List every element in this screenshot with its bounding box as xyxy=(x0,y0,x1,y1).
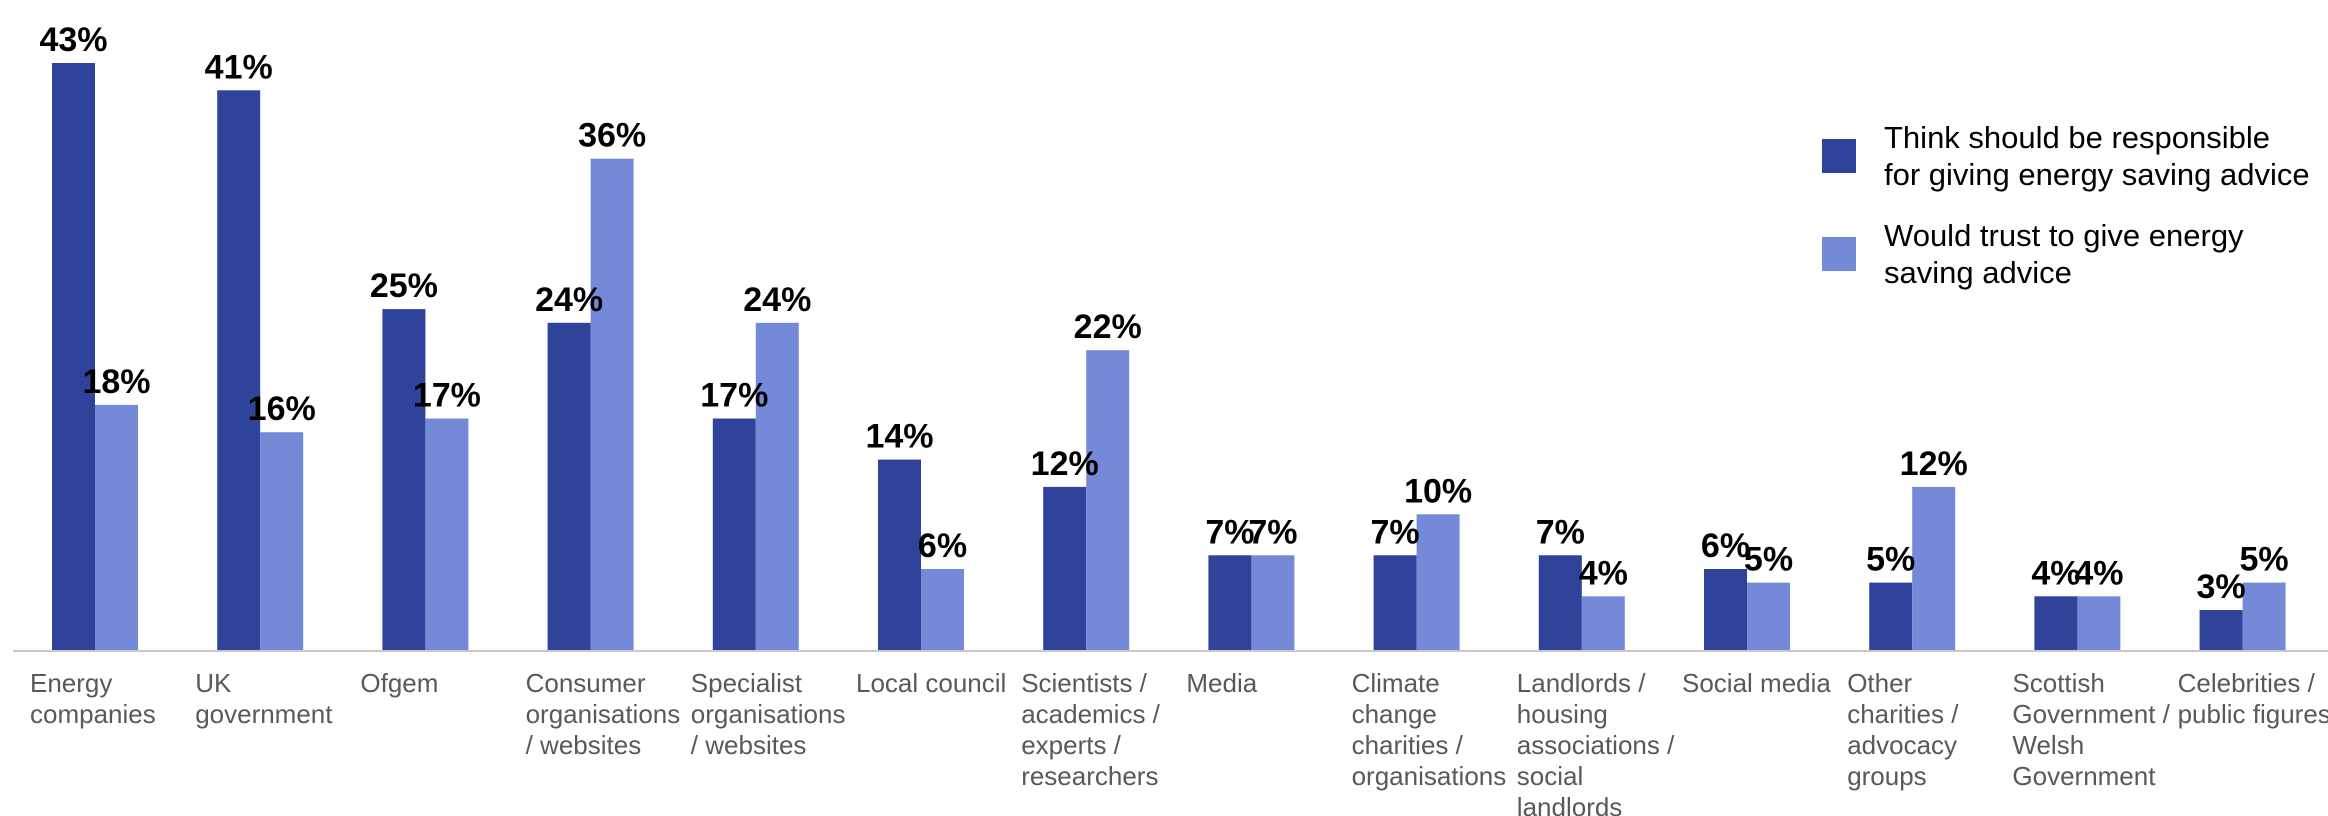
value-label-series1-cat14: 3% xyxy=(2197,568,2246,606)
value-label-series1-cat3: 25% xyxy=(370,267,438,305)
category-label-10: Landlords / housing associations / social la… xyxy=(1517,668,1675,816)
bar-series2-cat7 xyxy=(1086,350,1130,651)
bar-series2-cat5 xyxy=(755,322,799,651)
bar-series2-cat3 xyxy=(425,418,469,651)
value-label-series2-cat5: 24% xyxy=(743,281,811,319)
value-label-series1-cat8: 7% xyxy=(1205,513,1254,551)
value-label-series1-cat7: 12% xyxy=(1031,445,1099,483)
value-label-series2-cat2: 16% xyxy=(248,390,316,428)
bar-series1-cat2 xyxy=(217,90,261,652)
value-label-series2-cat6: 6% xyxy=(918,527,967,565)
value-label-series2-cat9: 10% xyxy=(1404,472,1472,510)
value-label-series2-cat10: 4% xyxy=(1579,554,1628,592)
value-labels-layer: 43% 18% 41% 16% 25% 17% 24% 36% 17% 24% 14% 6% 12% 22… xyxy=(39,21,2288,606)
bar-series1-cat6 xyxy=(878,459,921,651)
value-label-series2-cat8: 7% xyxy=(1248,513,1297,551)
bar-series2-cat4 xyxy=(590,158,634,651)
category-label-1: Energy companies xyxy=(30,668,156,729)
value-label-series1-cat11: 6% xyxy=(1701,527,1750,565)
category-label-3: Ofgem xyxy=(360,668,438,698)
bar-series2-cat6 xyxy=(921,569,964,651)
bar-series2-cat2 xyxy=(260,432,304,651)
category-label-4: Consumer organisations / websites xyxy=(526,668,681,760)
bar-series2-cat13 xyxy=(2077,596,2121,651)
bar-series1-cat3 xyxy=(382,309,426,651)
value-label-series1-cat6: 14% xyxy=(865,418,933,456)
category-label-12: Other charities / advocacy groups xyxy=(1847,668,1959,791)
category-label-8: Media xyxy=(1186,668,1257,698)
category-label-13: Scottish Government / Welsh Government xyxy=(2012,668,2170,791)
value-label-series1-cat9: 7% xyxy=(1371,513,1420,551)
legend-swatch-1 xyxy=(1822,139,1856,173)
value-label-series2-cat7: 22% xyxy=(1074,308,1142,346)
value-label-series1-cat4: 24% xyxy=(535,281,603,319)
bar-series1-cat12 xyxy=(1869,582,1913,651)
bar-series1-cat14 xyxy=(2199,610,2243,651)
category-label-6: Local council xyxy=(856,668,1006,698)
bar-series2-cat1 xyxy=(95,404,138,651)
legend-label-2: Would trust to give energy saving advice xyxy=(1884,218,2244,290)
bar-series2-cat9 xyxy=(1416,514,1460,651)
value-label-series1-cat12: 5% xyxy=(1866,541,1915,579)
bar-series1-cat9 xyxy=(1373,555,1417,651)
bar-series1-cat10 xyxy=(1538,555,1582,651)
category-label-5: Specialist organisations / websites xyxy=(691,668,846,760)
value-label-series2-cat4: 36% xyxy=(578,117,646,155)
category-label-7: Scientists / academics / experts / research… xyxy=(1021,668,1160,791)
value-label-series2-cat13: 4% xyxy=(2074,554,2123,592)
value-label-series2-cat3: 17% xyxy=(413,377,481,415)
category-label-14: Celebrities / public figures xyxy=(2178,668,2328,729)
bar-series1-cat8 xyxy=(1208,555,1252,651)
value-label-series1-cat5: 17% xyxy=(700,377,768,415)
category-label-11: Social media xyxy=(1682,668,1831,698)
legend: Think should be responsible for giving en… xyxy=(1822,120,2310,290)
bar-series2-cat14 xyxy=(2242,582,2286,651)
value-label-series1-cat10: 7% xyxy=(1536,513,1585,551)
value-label-series2-cat12: 12% xyxy=(1900,445,1968,483)
value-label-series2-cat14: 5% xyxy=(2240,541,2289,579)
value-label-series1-cat2: 41% xyxy=(205,48,273,86)
bar-series1-cat11 xyxy=(1704,569,1747,651)
category-label-9: Climate change charities / organisations xyxy=(1352,668,1507,791)
legend-label-1: Think should be responsible for giving en… xyxy=(1884,120,2310,192)
value-label-series1-cat13: 4% xyxy=(2031,554,2080,592)
value-label-series2-cat1: 18% xyxy=(82,363,150,401)
value-label-series1-cat1: 43% xyxy=(39,21,107,59)
bar-series2-cat11 xyxy=(1747,582,1790,651)
bars-layer xyxy=(52,63,2286,652)
category-label-2: UK government xyxy=(195,668,333,729)
bar-series2-cat12 xyxy=(1912,486,1956,651)
bar-series1-cat5 xyxy=(712,418,756,651)
legend-swatch-2 xyxy=(1822,237,1856,271)
bar-series1-cat13 xyxy=(2034,596,2078,651)
value-label-series2-cat11: 5% xyxy=(1744,541,1793,579)
bar-series2-cat8 xyxy=(1251,555,1295,651)
bar-series2-cat10 xyxy=(1581,596,1625,651)
category-labels-layer: Energy companies UK government Ofgem Consumer… xyxy=(30,668,2328,816)
bar-series1-cat1 xyxy=(52,63,95,651)
bar-series1-cat7 xyxy=(1043,486,1087,651)
bar-series1-cat4 xyxy=(547,322,591,651)
